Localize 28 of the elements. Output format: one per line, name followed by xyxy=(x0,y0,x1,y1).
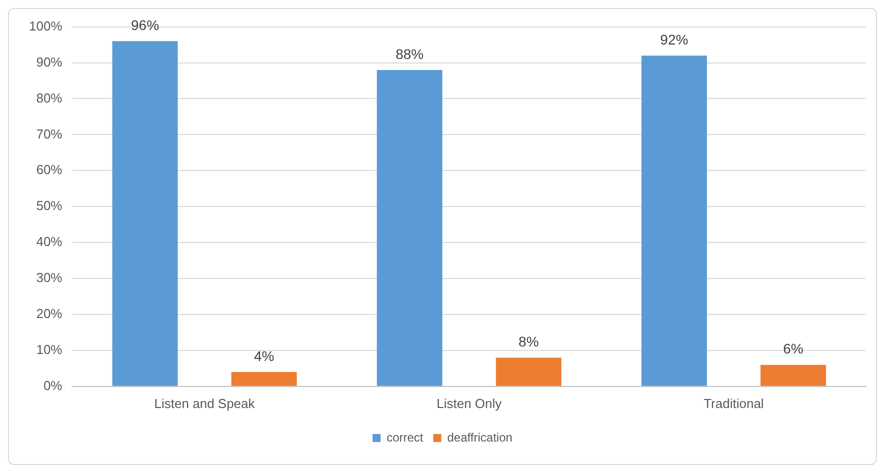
data-label: 96% xyxy=(130,17,160,34)
bar xyxy=(112,41,178,386)
bar xyxy=(496,358,562,386)
y-tick-label: 60% xyxy=(36,162,63,178)
x-tick-label: Listen and Speak xyxy=(154,396,256,411)
bar xyxy=(760,364,826,386)
y-tick-label: 0% xyxy=(43,378,63,393)
y-tick-label: 40% xyxy=(36,234,63,250)
y-tick-label: 100% xyxy=(29,18,63,34)
data-label: 6% xyxy=(783,340,804,357)
legend-label: correct xyxy=(386,430,424,444)
data-label: 92% xyxy=(660,31,688,48)
y-tick-label: 30% xyxy=(36,270,63,286)
x-tick-label: Traditional xyxy=(704,396,764,411)
bar xyxy=(641,56,707,386)
y-tick-label: 90% xyxy=(36,54,63,70)
data-label: 4% xyxy=(254,348,274,364)
data-label: 88% xyxy=(396,46,424,62)
bar xyxy=(231,372,297,386)
legend-label: deaffrication xyxy=(447,430,512,444)
bar xyxy=(376,70,442,386)
y-tick-label: 80% xyxy=(36,90,63,106)
data-label: 8% xyxy=(518,333,539,350)
y-tick-label: 20% xyxy=(36,306,63,322)
y-tick-label: 10% xyxy=(36,342,63,358)
y-tick-label: 70% xyxy=(36,126,63,142)
x-tick-label: Listen Only xyxy=(436,396,502,411)
y-tick-label: 50% xyxy=(36,198,63,214)
